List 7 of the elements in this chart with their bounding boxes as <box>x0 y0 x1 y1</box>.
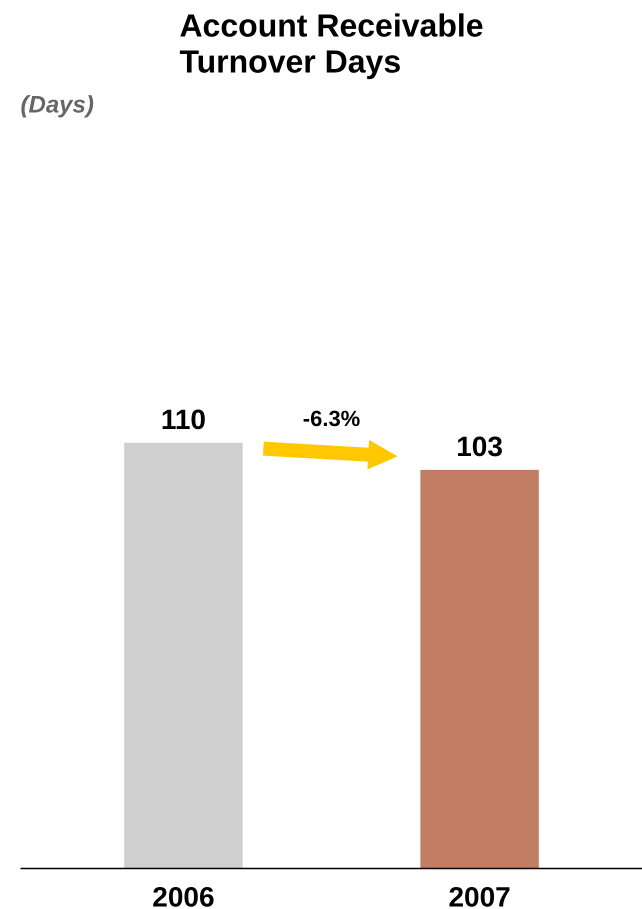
x-tick-label: 2007 <box>448 882 511 909</box>
data-label: 110 <box>160 404 206 435</box>
chart-title: Account Receivable Turnover Days <box>179 8 484 80</box>
data-label: 103 <box>456 430 503 462</box>
x-tick-label: 2006 <box>152 882 215 909</box>
text: -6.3% <box>302 406 360 432</box>
text: (Days) <box>20 92 94 118</box>
